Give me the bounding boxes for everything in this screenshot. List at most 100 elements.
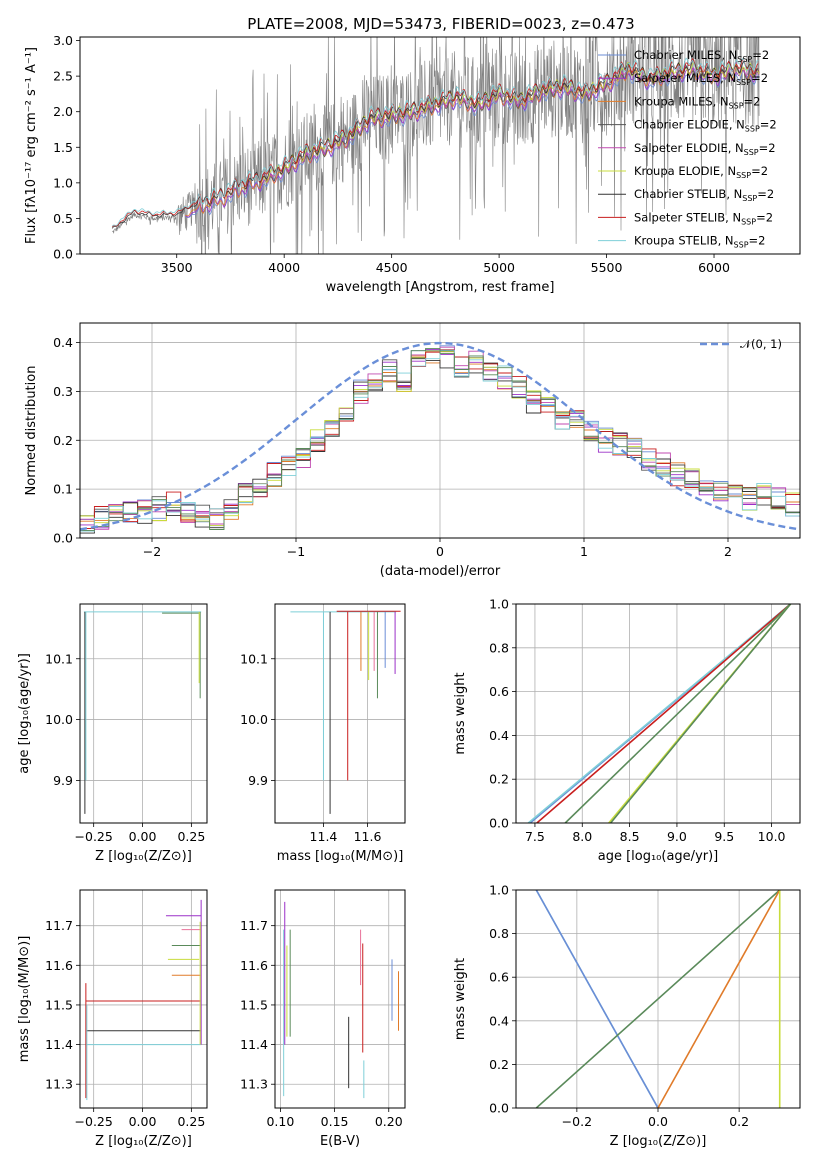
mw-age-series-3 <box>564 604 792 823</box>
massweight_vs_Z-xtick-label-0: −0.2 <box>562 1114 592 1129</box>
age_vs_Z-ylabel: age [log₁₀(age/yr)] <box>17 653 32 774</box>
age_vs_Z-xlabel: Z [log₁₀(Z/Z⊙)] <box>95 849 192 864</box>
mass_vs_ebv-frame <box>274 889 406 1109</box>
mass_vs_Z-axes: −0.25 0.00 0.25 11.3 11.4 11.5 11.6 11.7 Z [log₁… <box>17 889 208 1149</box>
mass_vs_Z-xlabel: Z [log₁₀(Z/Z⊙)] <box>95 1134 192 1149</box>
residuals-ytick-label-0: 0.0 <box>53 531 73 546</box>
age_vs_mass-frame <box>274 603 406 824</box>
age_vs_mass-ytick-label-1: 10.0 <box>240 712 268 727</box>
mw-age-series-5 <box>610 604 792 823</box>
mass_vs_ebv-xlabel: E(B-V) <box>320 1134 360 1149</box>
spectrum-model-salpeter_stelib <box>111 57 759 228</box>
legend-label-sub-0: SSP <box>737 55 752 64</box>
massweight_vs_Z-frame <box>515 889 801 1109</box>
legend-label-sub-3: SSP <box>745 125 760 134</box>
spectrum-ylabel: Flux [fλ10⁻¹⁷ erg cm⁻² s⁻¹ A⁻¹] <box>24 47 39 244</box>
massweight_vs_Z-ytick-label-2: 0.4 <box>489 1013 509 1028</box>
massweight_vs_Z-axes: −0.2 0.0 0.2 0.0 0.2 0.4 0.6 0.8 1.0 Z [log₁₀(Z/Z… <box>453 883 801 1149</box>
legend-label-sub-1: SSP <box>736 78 751 87</box>
residuals-ytick-label-3: 0.3 <box>53 384 73 399</box>
spectrum-xtick-label-4: 5500 <box>591 260 623 275</box>
legend-label-5: Kroupa ELODIE, NSSP=2 <box>634 164 768 180</box>
massweight_vs_age-ylabel: mass weight <box>453 672 468 754</box>
mass_vs_Z-ytick-label-0: 11.3 <box>45 1077 73 1092</box>
spectrum-model-chabrier_elodie <box>262 62 760 183</box>
residual-hist-green <box>80 347 800 531</box>
spectrum-axes: 3500 4000 4500 5000 5500 6000 0.0 0.5 1.0 1.5 2.0 2… <box>24 33 801 295</box>
legend-label-sub-5: SSP <box>736 171 751 180</box>
massweight_vs_age-frame <box>515 603 801 824</box>
massweight_vs_age-xlabel: age [log₁₀(age/yr)] <box>598 849 719 864</box>
mass_vs_Z-plot-area <box>80 890 207 1108</box>
spectrum-xtick-label-0: 3500 <box>161 260 193 275</box>
legend-label-tail-2: =2 <box>744 94 761 108</box>
massweight_vs_Z-plot-area <box>516 890 800 1108</box>
residual-hist-kroupa_stelib <box>80 349 800 532</box>
normal-legend-label: 𝒩(0, 1) <box>740 337 782 351</box>
age_vs_Z-ytick-label-1: 10.0 <box>45 712 73 727</box>
massweight_vs_Z-ytick-label-5: 1.0 <box>489 883 509 898</box>
spectrum-xtick-label-5: 6000 <box>698 260 730 275</box>
massweight_vs_Z-ylabel: mass weight <box>453 958 468 1040</box>
age_vs_Z-xtick-label-1: 0.00 <box>129 829 157 844</box>
mw-Z-series-3 <box>657 890 781 1108</box>
spectrum-ytick-label-3: 1.5 <box>53 140 73 155</box>
massweight_vs_age-ytick-label-4: 0.8 <box>489 640 509 655</box>
spectrum-model-kroupa_stelib <box>111 57 759 227</box>
mass_vs_ebv-ytick-label-3: 11.6 <box>240 958 268 973</box>
massweight_vs_age-ytick-label-1: 0.2 <box>489 772 509 787</box>
mass_vs_Z-ytick-label-2: 11.5 <box>45 997 73 1012</box>
massweight_vs_Z-ytick-label-1: 0.2 <box>489 1057 509 1072</box>
residuals-xtick-label-0: −2 <box>143 544 161 559</box>
spectrum-ytick-label-2: 1.0 <box>53 175 73 190</box>
spectrum-ytick-label-4: 2.0 <box>53 104 73 119</box>
mass_vs_ebv-ytick-label-4: 11.7 <box>240 918 268 933</box>
age_vs_Z-xtick-label-2: 0.25 <box>177 829 205 844</box>
massweight_vs_Z-ytick-label-4: 0.8 <box>489 926 509 941</box>
legend-label-4: Salpeter ELODIE, NSSP=2 <box>634 141 776 157</box>
massweight_vs_age-xtick-label-5: 10.0 <box>758 829 786 844</box>
normal-curve <box>80 341 800 531</box>
spectrum-xtick-label-1: 4000 <box>268 260 300 275</box>
legend-label-sub-8: SSP <box>734 241 749 250</box>
massweight_vs_Z-xlabel: Z [log₁₀(Z/Z⊙)] <box>610 1134 707 1149</box>
spectrum-xlabel: wavelength [Angstrom, rest frame] <box>326 280 555 295</box>
massweight_vs_age-xtick-label-4: 9.5 <box>714 829 734 844</box>
massweight_vs_Z-xtick-label-1: 0.0 <box>648 1114 668 1129</box>
mass_vs_ebv-ytick-label-2: 11.5 <box>240 997 268 1012</box>
legend-label-tail-0: =2 <box>752 48 769 62</box>
massweight_vs_age-ytick-label-5: 1.0 <box>489 597 509 612</box>
mass_vs_Z-ytick-label-1: 11.4 <box>45 1037 73 1052</box>
legend-label-6: Chabrier STELIB, NSSP=2 <box>634 187 774 203</box>
spectrum-frame <box>79 36 801 255</box>
mw-Z-series-2 <box>535 890 781 1108</box>
residuals-ytick-label-1: 0.1 <box>53 482 73 497</box>
massweight_vs_age-ytick-label-3: 0.6 <box>489 684 509 699</box>
mass_vs_ebv-xtick-label-2: 0.20 <box>375 1114 403 1129</box>
spectrum-plot-area <box>111 37 760 254</box>
age_vs_mass-xtick-label-1: 11.6 <box>354 829 382 844</box>
age_vs_mass-xtick-label-0: 11.4 <box>310 829 338 844</box>
mass_vs_Z-frame <box>79 889 208 1109</box>
residuals-xtick-label-4: 2 <box>724 544 732 559</box>
spectrum-legend: Chabrier MILES, NSSP=2 Salpeter MILES, NS… <box>598 48 777 250</box>
legend-label-8: Kroupa STELIB, NSSP=2 <box>634 234 765 250</box>
age_vs_mass-plot-area <box>275 604 405 823</box>
mass_vs_ebv-ytick-label-1: 11.4 <box>240 1037 268 1052</box>
residuals-ylabel: Normed distribution <box>24 366 39 496</box>
residuals-ytick-label-4: 0.4 <box>53 335 73 350</box>
legend-label-1: Salpeter MILES, NSSP=2 <box>634 71 768 87</box>
mass_vs_Z-ytick-label-3: 11.6 <box>45 958 73 973</box>
legend-label-tail-1: =2 <box>751 71 768 85</box>
mass_vs_ebv-xtick-label-1: 0.15 <box>321 1114 349 1129</box>
massweight_vs_age-ytick-label-0: 0.0 <box>489 816 509 831</box>
legend-label-tail-7: =2 <box>756 210 773 224</box>
spectrum-xtick-label-2: 4500 <box>376 260 408 275</box>
legend-label-2: Kroupa MILES, NSSP=2 <box>634 94 760 110</box>
residuals-xtick-label-2: 0 <box>436 544 444 559</box>
residuals-plot-area <box>80 323 800 538</box>
legend-label-sub-6: SSP <box>742 194 757 203</box>
mass_vs_Z-xtick-label-2: 0.25 <box>177 1114 205 1129</box>
age_vs_Z-ytick-label-0: 9.9 <box>53 773 73 788</box>
